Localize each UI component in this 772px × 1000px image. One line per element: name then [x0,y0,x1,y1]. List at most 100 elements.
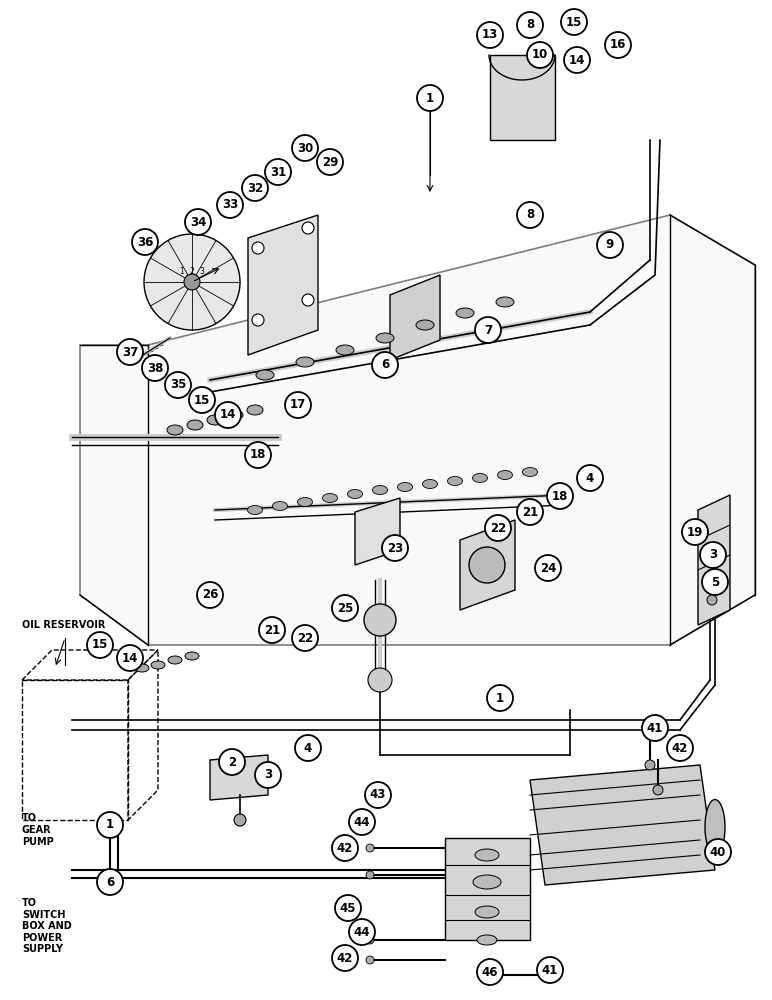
Polygon shape [698,495,730,625]
Ellipse shape [398,483,412,491]
Ellipse shape [373,486,388,494]
Polygon shape [355,498,400,565]
Circle shape [332,595,358,621]
Circle shape [144,234,240,330]
Text: 17: 17 [290,398,306,412]
Circle shape [527,42,553,68]
Circle shape [285,392,311,418]
Text: 5: 5 [711,576,720,588]
Circle shape [597,232,623,258]
Text: 6: 6 [106,876,114,888]
Circle shape [349,919,375,945]
Text: 14: 14 [220,408,236,422]
Text: 3: 3 [264,768,272,782]
Polygon shape [445,838,530,940]
Text: TO
SWITCH
BOX AND
POWER
SUPPLY: TO SWITCH BOX AND POWER SUPPLY [22,898,72,954]
Circle shape [366,956,374,964]
Polygon shape [80,215,755,645]
Text: 33: 33 [222,198,238,212]
Ellipse shape [497,471,513,480]
Ellipse shape [347,489,363,498]
Circle shape [707,595,717,605]
Circle shape [417,85,443,111]
Circle shape [477,959,503,985]
Circle shape [705,839,731,865]
Text: 4: 4 [586,472,594,485]
Circle shape [366,871,374,879]
Circle shape [535,555,561,581]
Ellipse shape [167,425,183,435]
Circle shape [234,814,246,826]
Text: 8: 8 [526,209,534,222]
Circle shape [97,812,123,838]
Ellipse shape [448,477,462,486]
Circle shape [517,12,543,38]
Circle shape [255,762,281,788]
Circle shape [184,274,200,290]
Circle shape [382,535,408,561]
Text: 46: 46 [482,966,498,978]
Text: 38: 38 [147,361,163,374]
Ellipse shape [475,906,499,918]
Ellipse shape [247,405,263,415]
Ellipse shape [472,474,487,483]
Circle shape [707,550,717,560]
Ellipse shape [207,415,223,425]
Polygon shape [390,275,440,360]
Ellipse shape [705,800,725,854]
Text: 15: 15 [566,15,582,28]
Circle shape [302,294,314,306]
Ellipse shape [416,320,434,330]
Text: 15: 15 [194,393,210,406]
Circle shape [561,9,587,35]
Ellipse shape [273,502,287,510]
Circle shape [577,465,603,491]
Ellipse shape [336,345,354,355]
Circle shape [642,715,668,741]
Circle shape [700,542,726,568]
Text: OIL RESERVOIR: OIL RESERVOIR [22,620,105,630]
Circle shape [242,175,268,201]
Text: 41: 41 [647,722,663,734]
Circle shape [332,835,358,861]
Text: 25: 25 [337,601,353,614]
Text: 35: 35 [170,378,186,391]
Ellipse shape [151,661,165,669]
Ellipse shape [477,935,497,945]
Text: 45: 45 [340,902,356,914]
Circle shape [477,22,503,48]
Circle shape [219,749,245,775]
Circle shape [349,809,375,835]
Ellipse shape [496,297,514,307]
Circle shape [265,159,291,185]
Circle shape [485,515,511,541]
Circle shape [252,314,264,326]
Circle shape [366,844,374,852]
Circle shape [295,735,321,761]
Circle shape [707,575,717,585]
Circle shape [365,782,391,808]
Circle shape [517,499,543,525]
Text: 1: 1 [496,692,504,704]
Circle shape [142,355,168,381]
Text: 13: 13 [482,28,498,41]
Circle shape [537,957,563,983]
Text: 19: 19 [687,526,703,538]
Circle shape [332,945,358,971]
Circle shape [364,604,396,636]
Text: 42: 42 [337,842,353,854]
Circle shape [702,569,728,595]
Circle shape [87,632,113,658]
Text: 29: 29 [322,155,338,168]
Circle shape [317,149,343,175]
Polygon shape [210,755,268,800]
Circle shape [117,339,143,365]
Circle shape [366,936,374,944]
Text: 34: 34 [190,216,206,229]
Text: 42: 42 [337,952,353,964]
Circle shape [252,242,264,254]
Text: 26: 26 [201,588,218,601]
Text: 32: 32 [247,182,263,194]
Text: 16: 16 [610,38,626,51]
Circle shape [475,317,501,343]
